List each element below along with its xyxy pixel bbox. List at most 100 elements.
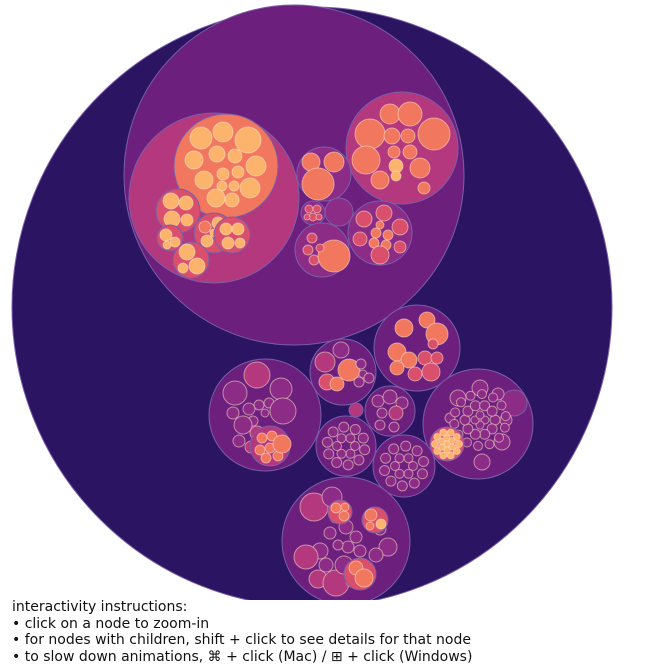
leaf-ulm3-1[interactable] xyxy=(231,222,245,236)
leaf-lcb-ring2-1[interactable] xyxy=(353,454,365,466)
leaf-lrb-ring2-1[interactable] xyxy=(408,477,420,489)
leaf-lrb-ring-1[interactable] xyxy=(403,468,414,479)
leaf-lc-4[interactable] xyxy=(388,405,404,421)
leaf-ulb-0[interactable] xyxy=(178,243,196,261)
leaf-ll-0[interactable] xyxy=(222,380,248,406)
leaf-lr-ring2-12[interactable] xyxy=(496,400,507,411)
leaf-lcb-ring2-3[interactable] xyxy=(331,457,343,469)
leaf-lcb-ring2-4[interactable] xyxy=(323,448,335,460)
leaf-ult-12[interactable] xyxy=(239,177,261,199)
leaf-lrb-ring-2[interactable] xyxy=(394,468,405,479)
leaf-ur-12[interactable] xyxy=(370,170,390,190)
leaf-ur-5[interactable] xyxy=(383,127,401,145)
leaf-ult-0[interactable] xyxy=(189,126,213,150)
leaf-lr-ring2-11[interactable] xyxy=(488,392,499,403)
leaf-lr-ring2-8[interactable] xyxy=(455,397,466,408)
leaf-lrr-ring1-5[interactable] xyxy=(431,440,439,448)
leaf-ulm2-2[interactable] xyxy=(200,234,214,248)
leaf-lct-5[interactable] xyxy=(355,358,367,370)
leaf-lct-4[interactable] xyxy=(337,358,361,382)
leaf-ur-8[interactable] xyxy=(402,144,418,160)
leaf-ulm2-0[interactable] xyxy=(198,220,212,234)
leaf-lrr-ring1-3[interactable] xyxy=(439,451,448,460)
leaf-ult-7[interactable] xyxy=(194,170,214,190)
leaf-b-7[interactable] xyxy=(318,557,334,573)
leaf-lcb-ring-4[interactable] xyxy=(336,433,347,444)
leaf-lrr-ring2-5[interactable] xyxy=(448,437,456,445)
leaf-lcb-ring-2[interactable] xyxy=(336,448,347,459)
leaf-llr-0[interactable] xyxy=(256,432,268,444)
leaf-ulb-2[interactable] xyxy=(177,262,189,274)
leaf-b-16[interactable] xyxy=(378,537,398,557)
leaf-umt-1[interactable] xyxy=(323,151,345,173)
leaf-umr-6[interactable] xyxy=(375,220,385,230)
leaf-lct-8[interactable] xyxy=(363,372,375,384)
leaf-br3-1[interactable] xyxy=(354,568,374,588)
leaf-lrr-core[interactable] xyxy=(443,440,451,448)
leaf-llr-6[interactable] xyxy=(272,434,292,454)
leaf-lcb-ring-5[interactable] xyxy=(345,433,356,444)
leaf-ult-11[interactable] xyxy=(228,180,240,192)
leaf-ulb-1[interactable] xyxy=(188,257,206,275)
leaf-lc-0[interactable] xyxy=(371,394,385,408)
leaf-llr-4[interactable] xyxy=(260,452,272,464)
leaf-lrt-5[interactable] xyxy=(389,360,405,376)
leaf-umr-9[interactable] xyxy=(370,245,390,265)
leaf-ult-1[interactable] xyxy=(212,121,234,143)
leaf-ulm-1[interactable] xyxy=(178,195,194,211)
leaf-lrb-ring2-2[interactable] xyxy=(396,480,408,492)
node-upper-left-mid[interactable] xyxy=(155,188,201,234)
leaf-lct-0[interactable] xyxy=(314,351,336,373)
leaf-lcb-ring2-9[interactable] xyxy=(357,432,369,444)
leaf-lr-ring2-7[interactable] xyxy=(450,407,461,418)
leaf-umr-10[interactable] xyxy=(393,240,407,254)
leaf-ult-14[interactable] xyxy=(224,192,240,208)
leaf-lc-1[interactable] xyxy=(382,389,398,405)
leaf-lrt-4[interactable] xyxy=(400,351,418,369)
leaf-b-17[interactable] xyxy=(368,547,384,563)
leaf-lcb-ring2-2[interactable] xyxy=(342,459,354,471)
leaf-lrb-ring2-6[interactable] xyxy=(388,443,400,455)
leaf-umb-3[interactable] xyxy=(317,239,351,273)
leaf-ll-3[interactable] xyxy=(242,402,256,416)
leaf-br2-0[interactable] xyxy=(364,508,378,522)
leaf-ums-3[interactable] xyxy=(303,213,311,221)
leaf-umr-3[interactable] xyxy=(352,231,368,247)
leaf-lrr-ring1-0[interactable] xyxy=(455,440,463,448)
leaf-ur-7[interactable] xyxy=(387,145,401,159)
leaf-umb-0[interactable] xyxy=(306,232,318,244)
leaf-lrt-10[interactable] xyxy=(421,362,441,382)
leaf-ulm3-3[interactable] xyxy=(234,237,246,249)
leaf-umr-0[interactable] xyxy=(355,210,373,228)
leaf-lr-outer-5[interactable] xyxy=(473,453,491,471)
leaf-lcb-ring2-7[interactable] xyxy=(338,421,350,433)
leaf-ult-2[interactable] xyxy=(234,126,262,154)
leaf-lrt-8[interactable] xyxy=(430,351,444,365)
leaf-lr-ring2-1[interactable] xyxy=(494,432,505,443)
leaf-b-6[interactable] xyxy=(293,544,319,570)
leaf-lrt-9[interactable] xyxy=(407,366,423,382)
leaf-ult-6[interactable] xyxy=(245,155,267,177)
leaf-uls-0[interactable] xyxy=(159,228,173,242)
leaf-lr-ring1-3[interactable] xyxy=(469,428,481,440)
leaf-lrb-ring2-9[interactable] xyxy=(417,455,429,467)
node-bottom-red1[interactable] xyxy=(327,499,353,525)
leaf-ult-5[interactable] xyxy=(227,148,243,164)
leaf-ll-9[interactable] xyxy=(233,415,253,435)
leaf-ult-3[interactable] xyxy=(184,150,204,170)
leaf-lc-6[interactable] xyxy=(388,421,400,433)
leaf-lrb-ring-0[interactable] xyxy=(408,461,418,471)
leaf-lrb-ring-5[interactable] xyxy=(403,453,414,464)
leaf-lr-ring2-13[interactable] xyxy=(500,411,511,422)
leaf-ur-6[interactable] xyxy=(400,128,416,144)
leaf-br1-2[interactable] xyxy=(340,502,350,512)
leaf-br1-1[interactable] xyxy=(338,510,350,522)
leaf-lct-3[interactable] xyxy=(329,376,345,392)
leaf-uls-2[interactable] xyxy=(162,240,172,250)
leaf-lcb-ring-1[interactable] xyxy=(345,448,356,459)
leaf-lr-ring2-9[interactable] xyxy=(465,390,476,401)
circle-packing-diagram[interactable] xyxy=(0,0,672,600)
leaf-lrb-ring2-7[interactable] xyxy=(400,440,412,452)
leaf-umt-2[interactable] xyxy=(301,167,335,201)
leaf-ult-8[interactable] xyxy=(216,167,230,181)
